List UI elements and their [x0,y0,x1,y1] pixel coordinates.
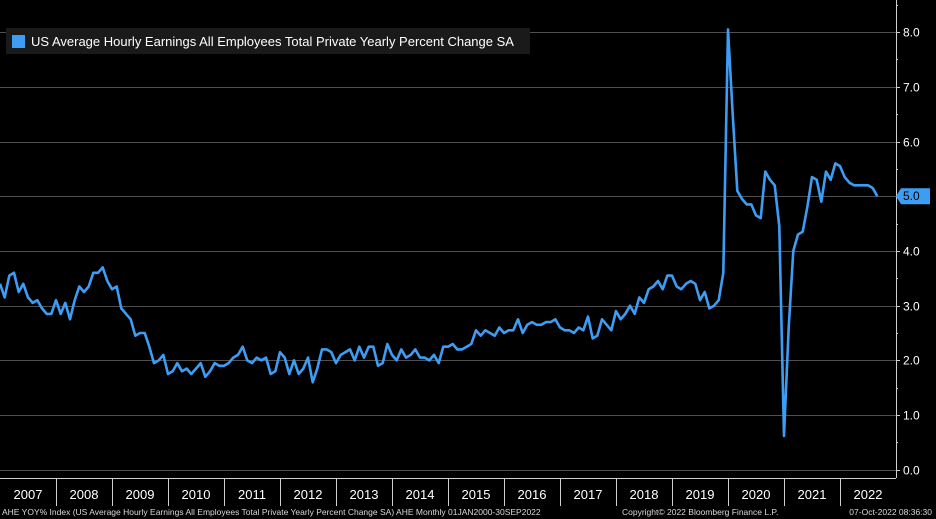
footer-timestamp: 07-Oct-2022 08:36:30 [849,507,932,517]
last-value-label: 5.0 [903,189,920,203]
series-line [0,28,879,438]
footer: AHE YOY% Index (US Average Hourly Earnin… [0,506,936,519]
x-tick-label: 2014 [406,487,435,502]
x-tick-label: 2013 [350,487,379,502]
x-tick-label: 2009 [126,487,155,502]
y-tick-label: 8.0 [903,26,920,40]
x-tick-label: 2018 [630,487,659,502]
y-tick-label: 0.0 [903,464,920,478]
y-tick-label: 2.0 [903,354,920,368]
x-axis: 2007 2008 2009 2010 2011 2012 2013 2014 2015 2016… [0,478,896,506]
x-tick-label: 2017 [574,487,603,502]
y-tick-label: 4.0 [903,245,920,259]
x-tick-label: 2008 [70,487,99,502]
chart-area: 0.0 1.0 2.0 3.0 4.0 5.0 6.0 7.0 8.0 2007 2008 2009… [0,0,930,506]
x-tick-label: 2016 [518,487,547,502]
last-value-marker: 5.0 [896,188,930,205]
y-axis: 0.0 1.0 2.0 3.0 4.0 5.0 6.0 7.0 8.0 [896,0,920,478]
x-tick-label: 2007 [14,487,43,502]
last-value-tag [896,188,930,205]
x-tick-label: 2020 [742,487,771,502]
footer-copyright: Copyright© 2022 Bloomberg Finance L.P. [622,507,779,517]
legend-label: US Average Hourly Earnings All Employees… [31,33,514,49]
x-tick-label: 2015 [462,487,491,502]
y-tick-label: 7.0 [903,81,920,95]
x-tick-label: 2022 [854,487,883,502]
x-tick-label: 2012 [294,487,323,502]
x-tick-label: 2019 [686,487,715,502]
y-tick-label: 3.0 [903,300,920,314]
x-tick-label: 2010 [182,487,211,502]
footer-index-description: AHE YOY% Index (US Average Hourly Earnin… [2,507,541,517]
y-tick-label: 6.0 [903,136,920,150]
gridlines [0,32,896,471]
legend: US Average Hourly Earnings All Employees… [6,28,530,54]
y-tick-label: 1.0 [903,409,920,423]
x-tick-label: 2011 [238,487,266,502]
legend-swatch [12,34,25,48]
x-tick-label: 2021 [798,487,827,502]
